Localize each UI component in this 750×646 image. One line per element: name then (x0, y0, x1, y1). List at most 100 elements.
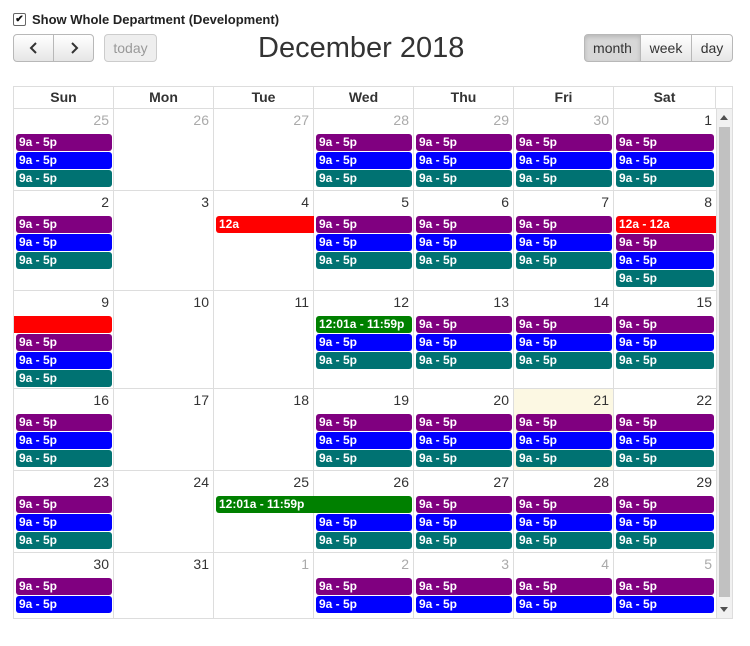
scrollbar[interactable] (716, 109, 732, 618)
calendar-event[interactable]: 9a - 5p (16, 578, 112, 595)
calendar-event[interactable]: 9a - 5p (516, 352, 612, 369)
day-cell[interactable]: 30 (14, 553, 114, 618)
calendar-event[interactable]: 9a - 5p (316, 578, 412, 595)
day-number[interactable]: 22 (696, 392, 712, 408)
calendar-event[interactable]: 9a - 5p (316, 532, 412, 549)
day-number[interactable]: 23 (93, 474, 109, 490)
day-cell[interactable]: 28 (514, 471, 614, 552)
day-cell[interactable]: 24 (114, 471, 214, 552)
calendar-event[interactable]: 9a - 5p (16, 432, 112, 449)
day-number[interactable]: 21 (593, 392, 609, 408)
calendar-event[interactable]: 9a - 5p (416, 352, 512, 369)
calendar-event[interactable]: 9a - 5p (416, 532, 512, 549)
day-cell[interactable]: 12 (314, 291, 414, 388)
calendar-event[interactable]: 9a - 5p (516, 496, 612, 513)
calendar-event[interactable]: 9a - 5p (16, 352, 112, 369)
calendar-event[interactable]: 9a - 5p (616, 270, 714, 287)
day-cell[interactable]: 17 (114, 389, 214, 470)
day-number[interactable]: 4 (601, 556, 609, 572)
day-number[interactable]: 30 (93, 556, 109, 572)
calendar-event[interactable]: 9a - 5p (316, 252, 412, 269)
day-number[interactable]: 17 (193, 392, 209, 408)
calendar-event[interactable] (14, 316, 112, 333)
calendar-event[interactable]: 9a - 5p (416, 496, 512, 513)
calendar-event[interactable]: 9a - 5p (516, 216, 612, 233)
calendar-event[interactable]: 9a - 5p (616, 170, 714, 187)
day-cell[interactable]: 13 (414, 291, 514, 388)
day-cell[interactable]: 26 (314, 471, 414, 552)
day-number[interactable]: 31 (193, 556, 209, 572)
calendar-event[interactable]: 9a - 5p (316, 450, 412, 467)
day-number[interactable]: 6 (501, 194, 509, 210)
day-number[interactable]: 1 (301, 556, 309, 572)
day-cell[interactable]: 4 (214, 191, 314, 290)
day-cell[interactable]: 23 (14, 471, 114, 552)
calendar-event[interactable]: 9a - 5p (616, 152, 714, 169)
calendar-event[interactable]: 9a - 5p (416, 414, 512, 431)
calendar-event[interactable]: 9a - 5p (416, 234, 512, 251)
day-number[interactable]: 25 (293, 474, 309, 490)
calendar-event[interactable]: 9a - 5p (416, 216, 512, 233)
day-cell[interactable]: 18 (214, 389, 314, 470)
day-number[interactable]: 12 (393, 294, 409, 310)
calendar-event[interactable]: 9a - 5p (516, 432, 612, 449)
day-cell[interactable]: 2 (14, 191, 114, 290)
day-number[interactable]: 13 (493, 294, 509, 310)
day-cell[interactable]: 3 (414, 553, 514, 618)
calendar-event[interactable]: 9a - 5p (316, 514, 412, 531)
calendar-event[interactable]: 12a - 12a (616, 216, 716, 233)
scroll-up-icon[interactable] (720, 115, 728, 120)
day-number[interactable]: 15 (696, 294, 712, 310)
calendar-event[interactable]: 12:01a - 11:59p (316, 316, 412, 333)
calendar-event[interactable]: 9a - 5p (16, 450, 112, 467)
calendar-event[interactable]: 9a - 5p (516, 532, 612, 549)
day-cell[interactable]: 20 (414, 389, 514, 470)
prev-button[interactable] (13, 34, 54, 62)
calendar-event[interactable]: 9a - 5p (616, 252, 714, 269)
day-cell[interactable]: 14 (514, 291, 614, 388)
day-number[interactable]: 11 (294, 294, 309, 310)
day-number[interactable]: 28 (393, 112, 409, 128)
calendar-event[interactable]: 9a - 5p (616, 352, 714, 369)
day-cell[interactable]: 27 (214, 109, 314, 190)
day-number[interactable]: 20 (493, 392, 509, 408)
day-number[interactable]: 3 (501, 556, 509, 572)
calendar-event[interactable]: 9a - 5p (16, 370, 112, 387)
day-number[interactable]: 9 (101, 294, 109, 310)
calendar-event[interactable]: 9a - 5p (516, 414, 612, 431)
day-number[interactable]: 26 (193, 112, 209, 128)
day-cell[interactable]: 5 (314, 191, 414, 290)
calendar-event[interactable]: 9a - 5p (616, 334, 714, 351)
day-cell[interactable]: 19 (314, 389, 414, 470)
day-number[interactable]: 25 (93, 112, 109, 128)
day-cell[interactable]: 26 (114, 109, 214, 190)
day-number[interactable]: 29 (696, 474, 712, 490)
day-cell[interactable]: 25 (14, 109, 114, 190)
calendar-event[interactable]: 9a - 5p (416, 334, 512, 351)
day-number[interactable]: 3 (201, 194, 209, 210)
day-cell[interactable]: 7 (514, 191, 614, 290)
day-number[interactable]: 10 (193, 294, 209, 310)
calendar-event[interactable]: 9a - 5p (616, 532, 714, 549)
calendar-event[interactable]: 9a - 5p (616, 134, 714, 151)
calendar-event[interactable]: 9a - 5p (316, 134, 412, 151)
calendar-event[interactable]: 9a - 5p (416, 134, 512, 151)
day-cell[interactable]: 30 (514, 109, 614, 190)
day-number[interactable]: 27 (493, 474, 509, 490)
scroll-thumb[interactable] (719, 127, 730, 597)
day-number[interactable]: 28 (593, 474, 609, 490)
day-cell[interactable]: 16 (14, 389, 114, 470)
day-view-button[interactable]: day (691, 34, 733, 62)
calendar-event[interactable]: 9a - 5p (16, 152, 112, 169)
calendar-event[interactable]: 9a - 5p (616, 596, 714, 613)
calendar-event[interactable]: 9a - 5p (316, 596, 412, 613)
day-number[interactable]: 2 (101, 194, 109, 210)
day-cell[interactable]: 15 (614, 291, 716, 388)
calendar-event[interactable]: 9a - 5p (516, 134, 612, 151)
calendar-event[interactable]: 9a - 5p (16, 234, 112, 251)
day-cell[interactable]: 29 (414, 109, 514, 190)
day-cell[interactable]: 29 (614, 471, 716, 552)
calendar-event[interactable]: 9a - 5p (316, 414, 412, 431)
day-number[interactable]: 5 (704, 556, 712, 572)
calendar-event[interactable]: 9a - 5p (316, 216, 412, 233)
